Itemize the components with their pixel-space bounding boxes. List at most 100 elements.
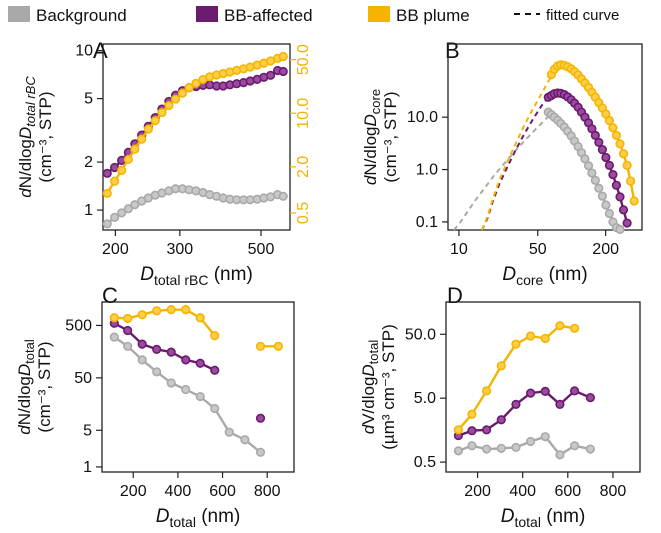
data-point-background-d <box>540 432 550 442</box>
data-point-background-c <box>123 341 133 351</box>
data-point-bb-plume-c <box>273 341 283 351</box>
data-point-background-d <box>555 450 565 460</box>
data-point-bb-affected-d <box>540 386 550 396</box>
x-tick-label-d: 200 <box>464 483 491 500</box>
panel-letter-b: B <box>445 38 460 63</box>
data-point-background-b <box>601 200 611 210</box>
data-point-background-d <box>496 443 506 453</box>
data-point-bb-plume-b <box>629 196 639 206</box>
legend-label-fitted-curve: fitted curve <box>546 7 619 24</box>
data-point-bb-affected-d <box>467 426 477 436</box>
data-point-bb-affected-b <box>618 205 629 215</box>
data-point-bb-affected-d <box>482 425 492 435</box>
x-axis-label-b: Dcore (nm) <box>502 264 587 288</box>
fitted-curve-bb-plume-b <box>481 73 554 231</box>
data-point-bb-plume-a <box>177 88 188 98</box>
data-point-bb-plume-d <box>569 323 580 333</box>
data-point-bb-affected-c <box>166 347 176 357</box>
data-point-background-c <box>181 384 191 395</box>
data-point-bb-plume-a <box>130 144 140 154</box>
x-tick-label-d: 400 <box>509 483 536 500</box>
y-axis-label-a: dN/dlogDtotal rBC <box>16 76 38 198</box>
panels: 200 300 500 1 2 5 10 0.5 2.0 10.0 50.0 Dtotal rBC (… <box>15 43 643 530</box>
data-point-bb-affected-b <box>611 180 621 190</box>
x-tick-label-b: 50 <box>529 241 547 258</box>
data-point-bb-plume-b <box>611 130 621 140</box>
y-axis-label-b: dN/dlogDcore <box>361 89 383 185</box>
legend-label-background: Background <box>36 6 127 25</box>
x-tick-label-a: 200 <box>102 241 129 258</box>
panel-b: 10 50 200 0.1 1.0 10.0 Dcore (nm) dN/dlogDcore(… <box>361 43 643 288</box>
legend: Background BB-affected BB plume fitted c… <box>8 6 619 25</box>
data-point-background-d <box>569 441 580 451</box>
fitted-curve-background-b <box>453 112 553 231</box>
data-point-bb-affected-b <box>594 137 604 147</box>
y-tick-label-d: 5.0 <box>414 390 436 407</box>
legend-swatch-bb-affected <box>196 6 218 22</box>
data-point-bb-plume-a <box>143 124 153 134</box>
x-axis-label-c: Dtotal (nm) <box>156 506 241 530</box>
data-point-bb-affected-c <box>152 344 162 354</box>
data-point-bb-plume-a <box>191 78 201 89</box>
data-point-bb-affected-b <box>622 218 632 228</box>
data-point-bb-plume-b <box>615 139 625 149</box>
y-axis-label-units-d: (µm³ cm⁻³, STP) <box>379 324 398 449</box>
data-point-bb-affected-c <box>210 365 220 375</box>
data-point-bb-plume-a <box>109 176 120 186</box>
y2-tick-label-a: 50.0 <box>295 44 312 75</box>
y-tick-label-d: 50.0 <box>405 326 436 343</box>
data-point-bb-plume-b <box>618 149 629 159</box>
y-axis-label-units-a: (cm⁻³, STP) <box>36 91 55 182</box>
data-point-background-a <box>102 219 112 229</box>
data-point-bb-affected-d <box>585 393 595 403</box>
y-tick-label-c: 5 <box>83 422 92 439</box>
data-point-background-c <box>137 355 147 365</box>
data-point-bb-affected-a <box>265 70 276 80</box>
data-point-background-b <box>590 175 600 186</box>
data-point-background-c <box>240 435 250 445</box>
y-tick-label-b: 0.1 <box>416 214 438 231</box>
legend-swatch-bb-plume <box>368 6 390 22</box>
panel-c: 200 400 600 800 1 5 50 500 Dtotal (nm) dN/dlogDto… <box>15 301 295 530</box>
fitted-curve-bb-affected-b <box>481 96 550 231</box>
x-tick-label-b: 200 <box>592 241 619 258</box>
data-point-bb-affected-d <box>569 386 580 396</box>
data-point-background-c <box>166 378 176 388</box>
data-point-background-a <box>117 208 127 218</box>
data-point-bb-affected-b <box>615 192 625 202</box>
data-point-bb-plume-a <box>157 107 167 118</box>
y-tick-label-a: 1 <box>84 202 93 219</box>
data-point-background-c <box>210 403 220 414</box>
x-tick-label-a: 500 <box>248 241 275 258</box>
panel-d: 200 400 600 800 0.5 5.0 50.0 Dtotal (nm) dV/dlog… <box>359 301 641 530</box>
y2-tick-label-a: 0.5 <box>295 202 312 224</box>
data-point-background-b <box>604 208 615 219</box>
data-point-bb-affected-b <box>601 152 611 163</box>
y-tick-label-d: 0.5 <box>414 454 436 471</box>
y-tick-label-a: 2 <box>84 154 93 171</box>
y-tick-label-a: 10 <box>75 43 93 60</box>
data-point-background-d <box>453 446 464 456</box>
y-tick-label-c: 50 <box>74 370 92 387</box>
data-point-bb-affected-c <box>195 358 205 368</box>
data-point-bb-affected-d <box>496 415 506 425</box>
plot-frame-c <box>101 301 295 473</box>
data-point-bb-plume-d <box>482 386 492 396</box>
y-axis-label-units-c: (cm⁻³, STP) <box>35 341 54 432</box>
x-tick-label-c: 400 <box>165 483 192 500</box>
data-point-bb-plume-d <box>540 333 550 344</box>
data-point-background-b <box>580 154 590 164</box>
x-tick-label-d: 600 <box>554 483 581 500</box>
x-tick-label-a: 300 <box>166 241 193 258</box>
data-point-background-d <box>585 444 595 454</box>
y-axis-label-units-b: (cm⁻³, STP) <box>381 91 400 182</box>
data-point-background-a <box>123 204 133 214</box>
y-tick-label-a: 5 <box>84 91 93 108</box>
data-point-bb-affected-c <box>181 355 191 365</box>
data-point-bb-plume-c <box>137 310 147 320</box>
data-point-bb-affected-b <box>597 145 607 155</box>
y-tick-label-b: 10.0 <box>407 109 438 126</box>
data-point-bb-plume-a <box>164 100 174 111</box>
data-point-background-d <box>482 444 492 454</box>
